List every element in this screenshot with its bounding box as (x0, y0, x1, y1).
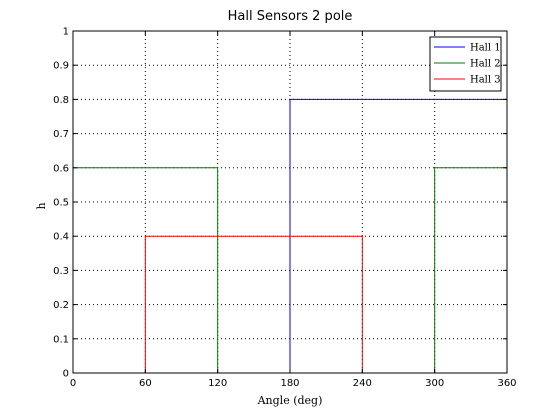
x-tick-label: 120 (208, 378, 227, 389)
y-tick-label: 0.4 (53, 232, 69, 243)
y-tick-label: 0.8 (53, 95, 69, 106)
legend-label-hall-1: Hall 1 (470, 43, 501, 54)
tick-marks (72, 30, 508, 374)
legend-label-hall-2: Hall 2 (470, 59, 501, 70)
y-tick-label: 0.9 (53, 61, 69, 72)
x-axis-label: Angle (deg) (257, 394, 323, 407)
chart-title: Hall Sensors 2 pole (228, 9, 353, 24)
y-tick-label: 0.7 (53, 129, 69, 140)
x-tick-label: 240 (353, 378, 372, 389)
y-axis-label: h (35, 202, 48, 209)
x-tick-labels: 0 60 120 180 240 300 360 (70, 378, 517, 389)
y-tick-label: 0.2 (53, 300, 69, 311)
x-tick-label: 360 (497, 378, 516, 389)
y-tick-label: 0.6 (53, 163, 69, 174)
x-tick-label: 300 (425, 378, 444, 389)
y-tick-label: 0.3 (53, 266, 69, 277)
legend: Hall 1 Hall 2 Hall 3 (429, 36, 502, 92)
x-tick-label: 180 (280, 378, 299, 389)
x-tick-label: 0 (70, 378, 76, 389)
y-tick-label: 1 (63, 27, 69, 38)
x-tick-label: 60 (139, 378, 152, 389)
y-tick-label: 0.1 (53, 334, 69, 345)
legend-box (429, 36, 502, 92)
series-line-hall-3 (144, 235, 363, 373)
legend-label-hall-3: Hall 3 (470, 75, 501, 86)
y-tick-label: 0 (63, 369, 69, 380)
y-tick-label: 0.5 (53, 198, 69, 209)
y-tick-labels: 0 0.1 0.2 0.3 0.4 0.5 0.6 0.7 0.8 0.9 1 (53, 27, 69, 380)
